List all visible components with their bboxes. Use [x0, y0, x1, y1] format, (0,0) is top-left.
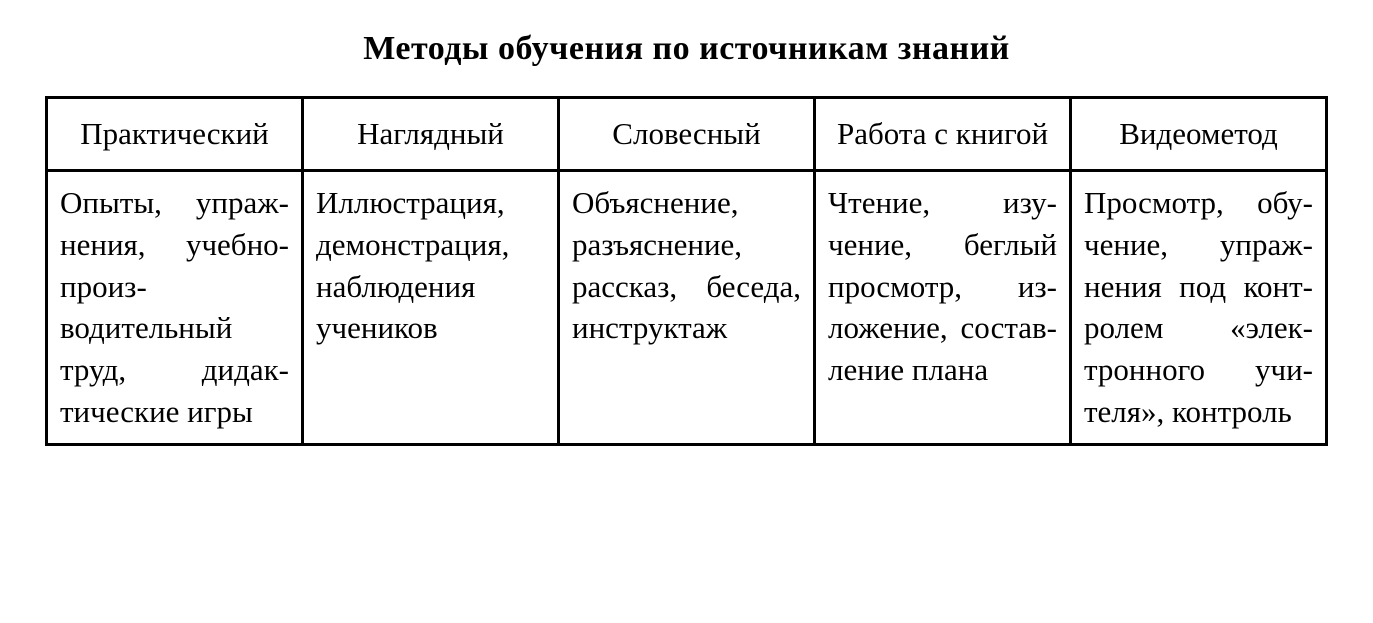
cell-bookwork: Чтение, изу­чение, беглый просмотр, из­л… — [815, 170, 1071, 444]
table-body: Опыты, уп­раж­не­ния, учебно-произ­водит… — [47, 170, 1327, 444]
page-title: Методы обучения по источникам знаний — [45, 30, 1328, 68]
cell-video: Просмотр, обу­чение, упраж­нения под кон… — [1071, 170, 1327, 444]
col-header-bookwork: Работа с книгой — [815, 98, 1071, 171]
table-head: Практи­ческий Наглядный Словесный Работа… — [47, 98, 1327, 171]
table-header-row: Практи­ческий Наглядный Словесный Работа… — [47, 98, 1327, 171]
col-header-visual: Наглядный — [303, 98, 559, 171]
document-page: Методы обучения по источникам знаний Пра… — [0, 0, 1373, 446]
table-row: Опыты, уп­раж­не­ния, учебно-произ­водит… — [47, 170, 1327, 444]
col-header-practical: Практи­ческий — [47, 98, 303, 171]
cell-practical: Опыты, уп­раж­не­ния, учебно-произ­водит… — [47, 170, 303, 444]
cell-visual: Иллюстрация, демон­стра­ция, наблюде­ния… — [303, 170, 559, 444]
col-header-verbal: Словесный — [559, 98, 815, 171]
cell-verbal: Объяснение, разъяснение, рассказ, бесе­д… — [559, 170, 815, 444]
col-header-video: Видеометод — [1071, 98, 1327, 171]
methods-table: Практи­ческий Наглядный Словесный Работа… — [45, 96, 1328, 446]
